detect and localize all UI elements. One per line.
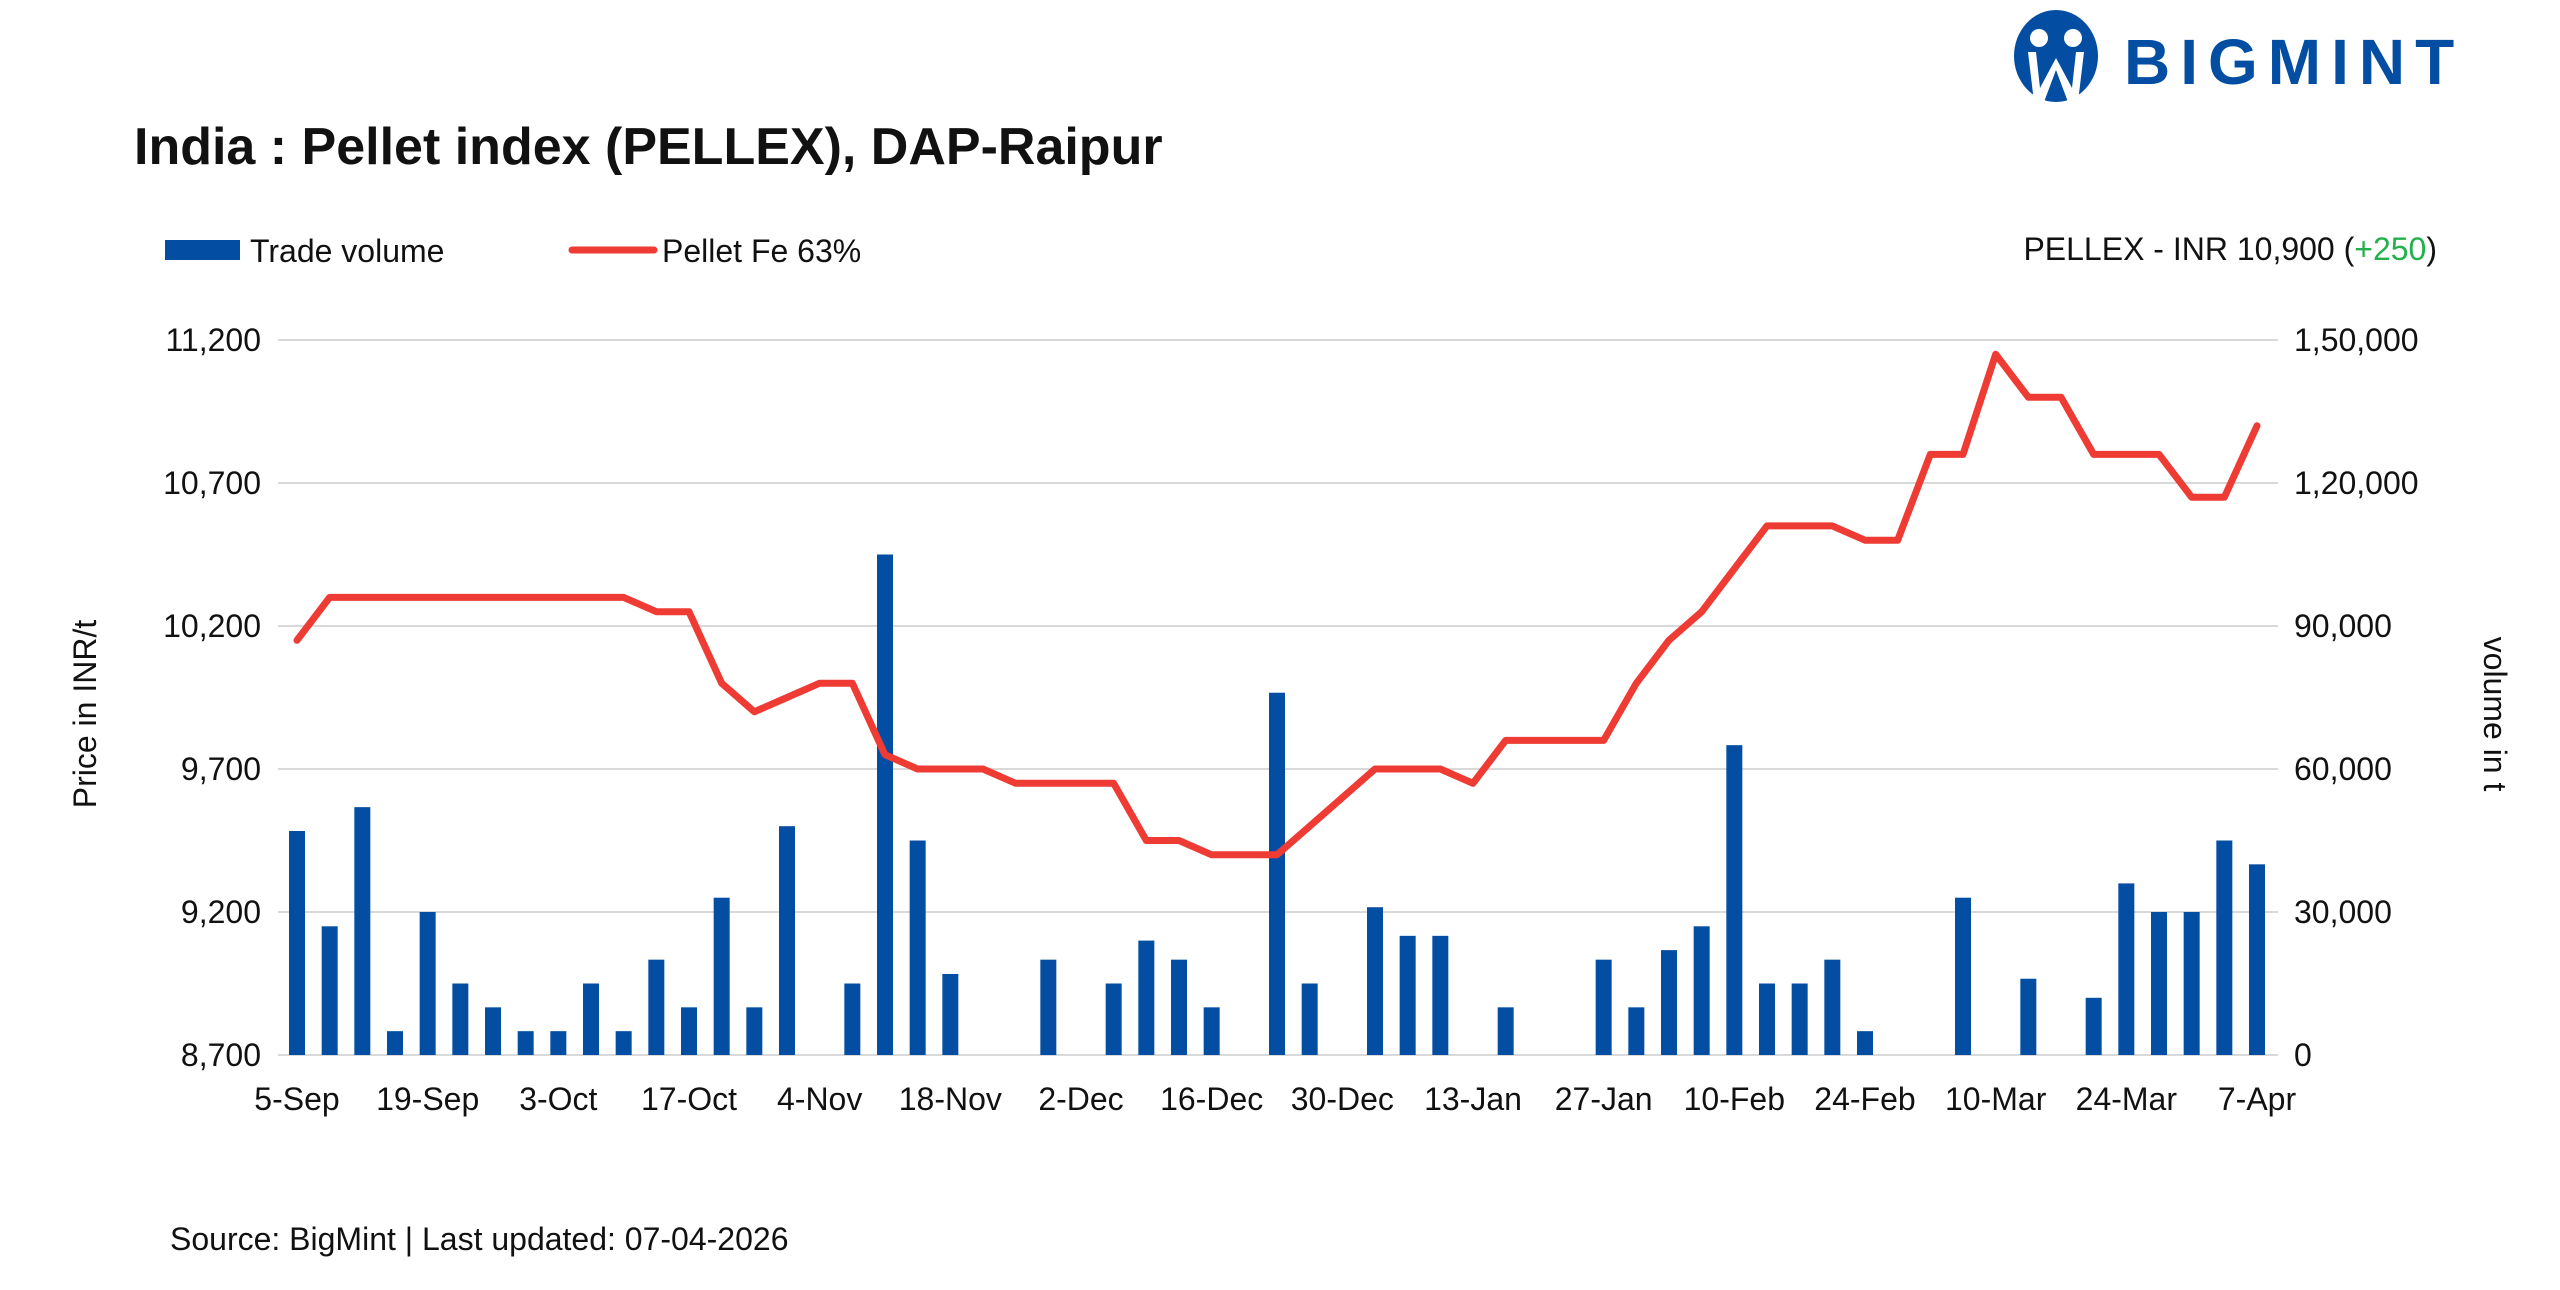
volume-bar bbox=[1171, 959, 1187, 1055]
volume-bar bbox=[321, 926, 338, 1055]
y-tick-label: 8,700 bbox=[181, 1037, 261, 1073]
volume-bar bbox=[1857, 1031, 1873, 1055]
volume-bar bbox=[1399, 935, 1416, 1055]
left-axis: 11,200 10,700 10,200 9,700 9,200 8,700 bbox=[163, 322, 261, 1073]
volume-bar bbox=[844, 983, 861, 1055]
volume-bar bbox=[419, 912, 436, 1055]
volume-bar bbox=[1367, 907, 1383, 1055]
volume-bar bbox=[1628, 1007, 1645, 1055]
pellet-price-line bbox=[293, 350, 2261, 859]
volume-bar bbox=[1661, 950, 1677, 1055]
y-axis-title: Price in INR/t bbox=[67, 620, 103, 809]
y2-axis-title: volume in t bbox=[2477, 637, 2513, 792]
x-tick-label: 27-Jan bbox=[1555, 1081, 1653, 1117]
volume-bar bbox=[942, 973, 959, 1055]
volume-bar bbox=[1138, 940, 1155, 1055]
volume-bar bbox=[1693, 926, 1710, 1055]
volume-bar bbox=[877, 554, 893, 1055]
y2-tick-label: 0 bbox=[2294, 1037, 2312, 1073]
volume-bar bbox=[452, 983, 469, 1055]
volume-bar bbox=[779, 826, 795, 1055]
y2-tick-label: 1,20,000 bbox=[2294, 465, 2419, 501]
x-tick-label: 13-Jan bbox=[1424, 1081, 1522, 1117]
volume-bar bbox=[2151, 912, 2167, 1055]
volume-bar bbox=[2216, 840, 2233, 1055]
y2-tick-label: 30,000 bbox=[2294, 894, 2392, 930]
legend-swatch-trade-volume bbox=[165, 240, 240, 260]
volume-bar bbox=[1269, 692, 1285, 1055]
legend: Trade volume Pellet Fe 63% bbox=[165, 233, 861, 269]
volume-bar bbox=[1105, 983, 1122, 1055]
x-tick-label: 19-Sep bbox=[376, 1081, 479, 1117]
volume-bar bbox=[289, 830, 305, 1055]
x-tick-label: 2-Dec bbox=[1038, 1081, 1123, 1117]
volume-bars bbox=[289, 554, 2265, 1055]
volume-bar bbox=[2020, 978, 2037, 1055]
volume-bar bbox=[2118, 883, 2135, 1055]
volume-bar bbox=[1301, 983, 1318, 1055]
x-tick-label: 24-Feb bbox=[1814, 1081, 1915, 1117]
volume-bar bbox=[746, 1007, 763, 1055]
bigmint-logo: BIGMINT bbox=[2014, 10, 2464, 102]
price-line bbox=[293, 350, 2261, 859]
volume-bar bbox=[713, 897, 730, 1055]
x-tick-label: 4-Nov bbox=[777, 1081, 862, 1117]
y2-tick-label: 1,50,000 bbox=[2294, 322, 2419, 358]
volume-bar bbox=[909, 840, 926, 1055]
x-tick-label: 10-Feb bbox=[1684, 1081, 1785, 1117]
volume-bar bbox=[1497, 1007, 1514, 1055]
x-tick-label: 24-Mar bbox=[2076, 1081, 2178, 1117]
volume-bar bbox=[354, 807, 371, 1055]
volume-bar bbox=[485, 1007, 501, 1055]
volume-bar bbox=[615, 1031, 632, 1055]
volume-bar bbox=[1595, 959, 1612, 1055]
volume-bar bbox=[2249, 864, 2265, 1055]
brand-name: BIGMINT bbox=[2124, 26, 2464, 98]
y-tick-label: 11,200 bbox=[166, 322, 262, 358]
volume-bar bbox=[681, 1007, 697, 1055]
volume-bar bbox=[1955, 897, 1971, 1055]
y-tick-label: 10,700 bbox=[163, 465, 261, 501]
volume-bar bbox=[1726, 745, 1743, 1055]
x-tick-label: 3-Oct bbox=[519, 1081, 597, 1117]
volume-bar bbox=[2085, 997, 2102, 1055]
x-tick-label: 5-Sep bbox=[254, 1081, 339, 1117]
x-axis: 5-Sep 19-Sep 3-Oct 17-Oct 4-Nov 18-Nov 2-Dec 16… bbox=[254, 1081, 2296, 1117]
logo-emblem-icon bbox=[2014, 10, 2098, 102]
right-axis: 1,50,000 1,20,000 90,000 60,000 30,000 0 bbox=[2294, 322, 2419, 1073]
y2-tick-label: 90,000 bbox=[2294, 608, 2392, 644]
y2-tick-label: 60,000 bbox=[2294, 751, 2392, 787]
volume-bar bbox=[517, 1031, 534, 1055]
x-tick-label: 7-Apr bbox=[2218, 1081, 2297, 1117]
volume-bar bbox=[1791, 983, 1808, 1055]
x-tick-label: 18-Nov bbox=[899, 1081, 1002, 1117]
y-tick-label: 9,200 bbox=[181, 894, 261, 930]
chart-title: India : Pellet index (PELLEX), DAP-Raipu… bbox=[134, 118, 1163, 176]
volume-bar bbox=[2183, 912, 2200, 1055]
x-tick-label: 30-Dec bbox=[1291, 1081, 1394, 1117]
y-tick-label: 10,200 bbox=[163, 608, 261, 644]
volume-bar bbox=[1040, 959, 1057, 1055]
y-tick-label: 9,700 bbox=[181, 751, 261, 787]
legend-label-pellet: Pellet Fe 63% bbox=[662, 233, 861, 269]
x-tick-label: 17-Oct bbox=[641, 1081, 737, 1117]
volume-bar bbox=[1203, 1007, 1220, 1055]
x-tick-label: 16-Dec bbox=[1160, 1081, 1263, 1117]
volume-bar bbox=[550, 1031, 567, 1055]
volume-bar bbox=[1432, 935, 1449, 1055]
pellex-headline: PELLEX - INR 10,900 (+250) bbox=[2023, 231, 2437, 267]
volume-bar bbox=[1759, 983, 1775, 1055]
volume-bar bbox=[387, 1031, 403, 1055]
volume-bar bbox=[1824, 959, 1841, 1055]
volume-bar bbox=[583, 983, 599, 1055]
source-note: Source: BigMint | Last updated: 07-04-20… bbox=[170, 1221, 788, 1257]
volume-bar bbox=[648, 959, 665, 1055]
legend-label-trade-volume: Trade volume bbox=[250, 233, 444, 269]
x-tick-label: 10-Mar bbox=[1945, 1081, 2047, 1117]
